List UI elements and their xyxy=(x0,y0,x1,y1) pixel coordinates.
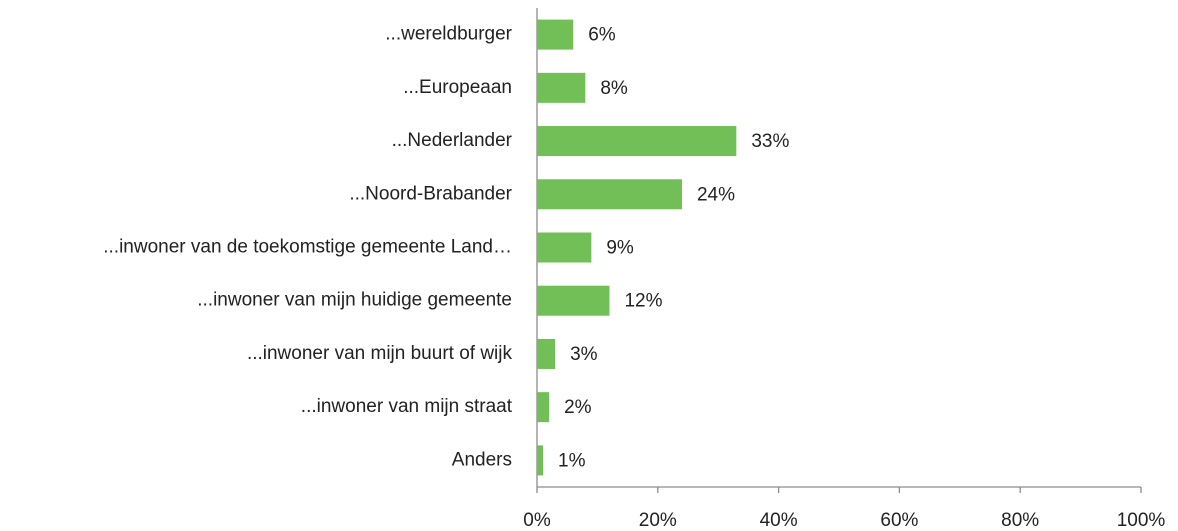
bar xyxy=(537,338,556,369)
x-tick-label: 40% xyxy=(760,510,798,531)
y-tick-label: ...inwoner van mijn huidige gemeente xyxy=(197,290,512,311)
bar xyxy=(537,232,592,263)
x-tick-label: 20% xyxy=(639,510,677,531)
y-tick-label: ...inwoner van mijn buurt of wijk xyxy=(247,343,513,364)
bar xyxy=(537,72,586,103)
value-label: 24% xyxy=(697,184,735,205)
bar xyxy=(537,179,682,210)
x-tick-label: 80% xyxy=(1001,510,1039,531)
y-tick-label: ...Nederlander xyxy=(392,130,513,151)
bar xyxy=(537,392,550,423)
y-tick-label: Anders xyxy=(452,449,512,470)
value-label: 9% xyxy=(606,238,634,259)
bar xyxy=(537,285,610,316)
y-tick-label: ...Noord-Brabander xyxy=(349,183,512,204)
y-tick-label: ...inwoner van de toekomstige gemeente L… xyxy=(103,237,512,258)
value-label: 8% xyxy=(600,78,628,99)
x-tick-label: 0% xyxy=(523,510,551,531)
x-tick-label: 60% xyxy=(880,510,918,531)
value-label: 33% xyxy=(751,131,789,152)
value-label: 12% xyxy=(624,291,662,312)
y-tick-label: ...inwoner van mijn straat xyxy=(301,396,513,417)
bar xyxy=(537,445,544,476)
value-label: 3% xyxy=(570,344,598,365)
value-label: 2% xyxy=(564,397,592,418)
y-tick-label: ...Europeaan xyxy=(403,77,512,98)
value-label: 6% xyxy=(588,25,616,46)
bar xyxy=(537,126,737,157)
bar xyxy=(537,19,574,50)
x-tick-label: 100% xyxy=(1117,510,1166,531)
y-tick-label: ...wereldburger xyxy=(385,24,512,45)
value-label: 1% xyxy=(558,450,586,471)
